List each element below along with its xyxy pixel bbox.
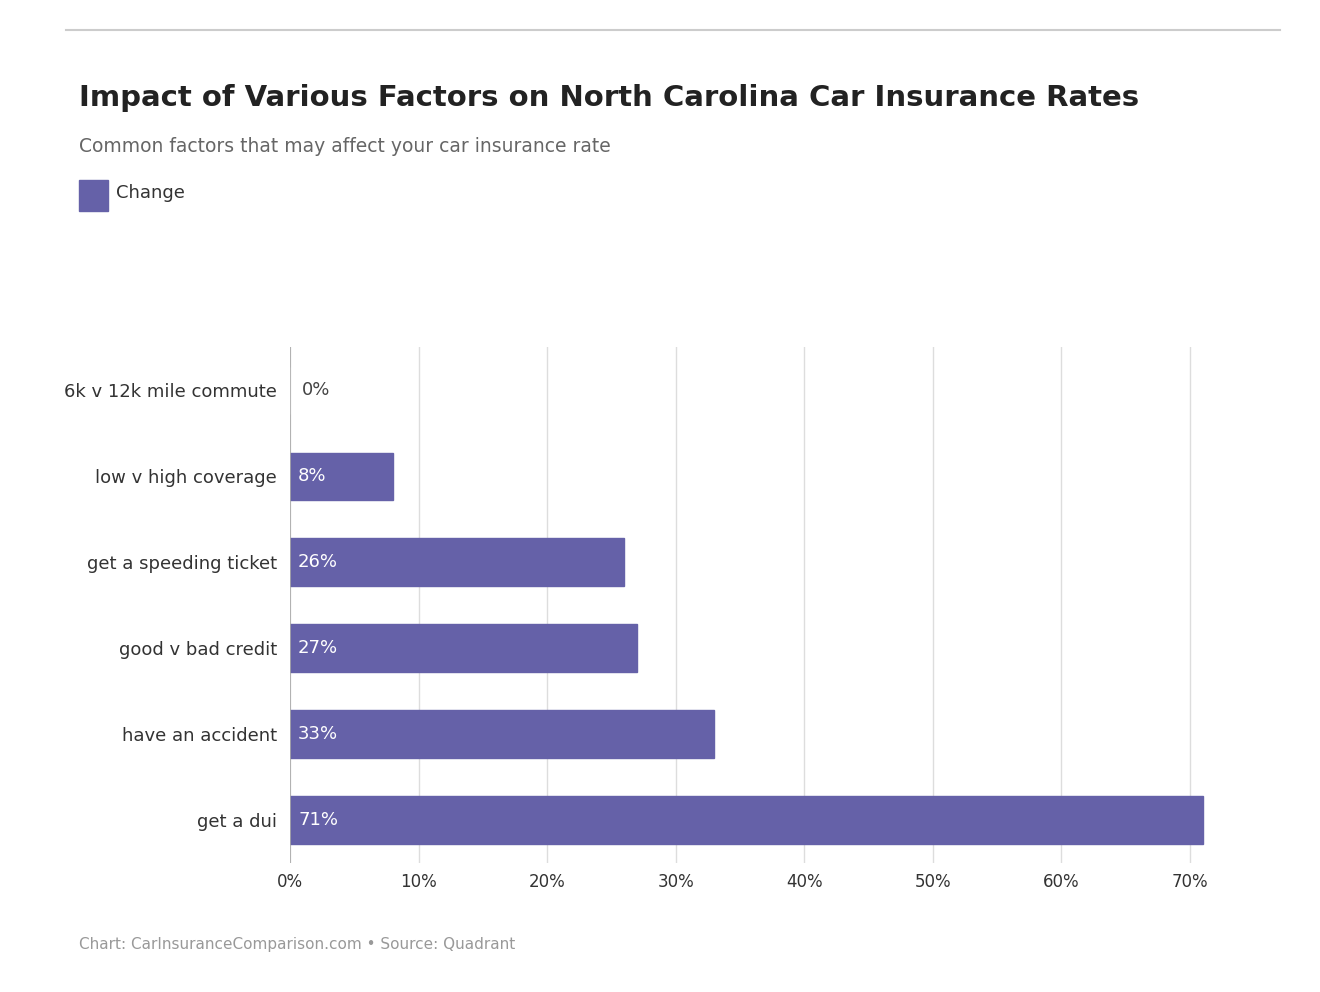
- Bar: [290, 625, 638, 672]
- Text: Change: Change: [116, 185, 185, 202]
- Text: Impact of Various Factors on North Carolina Car Insurance Rates: Impact of Various Factors on North Carol…: [79, 84, 1139, 112]
- Bar: [290, 539, 624, 585]
- Text: Common factors that may affect your car insurance rate: Common factors that may affect your car …: [79, 137, 611, 156]
- Bar: [290, 710, 714, 758]
- Text: 8%: 8%: [298, 467, 326, 485]
- Text: 71%: 71%: [298, 811, 338, 829]
- Bar: [290, 797, 1203, 843]
- Text: Chart: CarInsuranceComparison.com • Source: Quadrant: Chart: CarInsuranceComparison.com • Sour…: [79, 937, 515, 952]
- Bar: [290, 452, 393, 500]
- Text: 27%: 27%: [298, 639, 338, 657]
- Text: 26%: 26%: [298, 554, 338, 571]
- Text: 0%: 0%: [302, 381, 330, 399]
- Text: 33%: 33%: [298, 725, 338, 743]
